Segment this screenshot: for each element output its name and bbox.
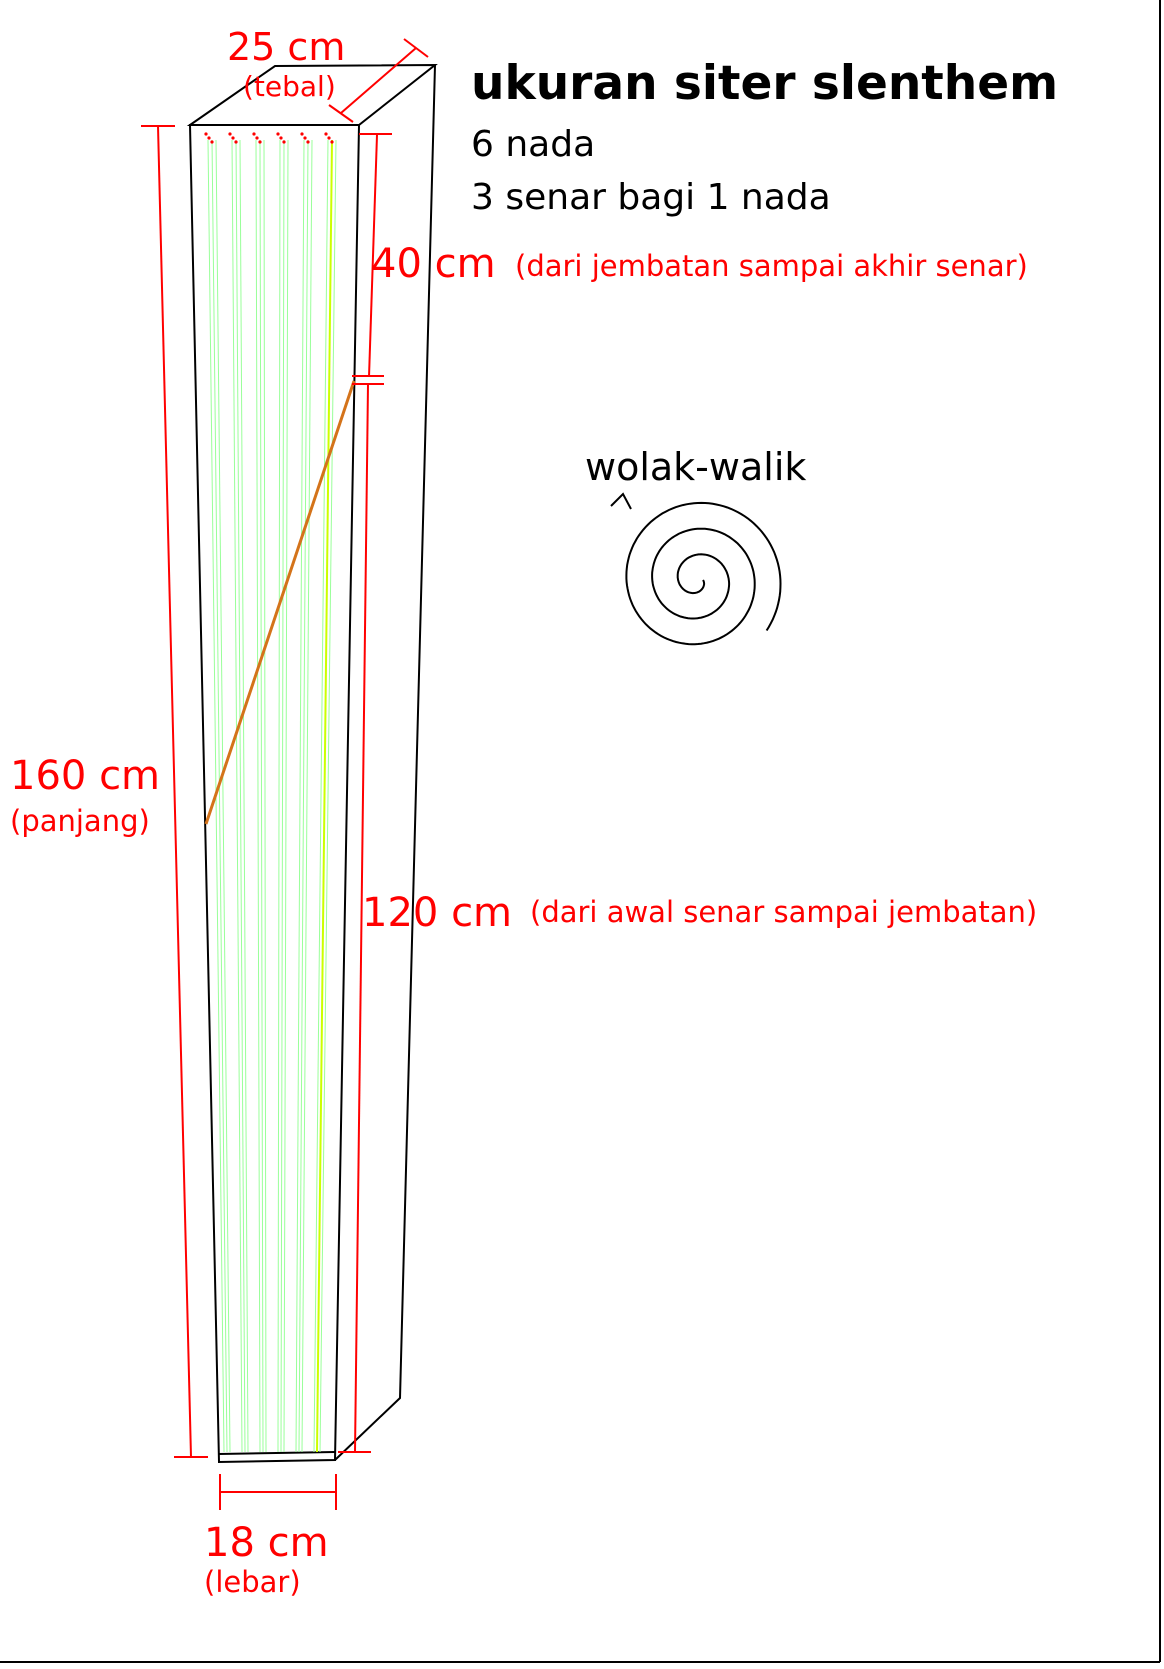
start-to-bridge-dimension-line — [354, 383, 369, 1453]
string — [215, 139, 231, 1453]
string — [211, 139, 228, 1453]
strings-per-note: 3 senar bagi 1 nada — [471, 177, 831, 218]
tuning-pin — [330, 140, 334, 144]
instrument-box — [186, 63, 438, 1464]
tuning-pin — [231, 136, 235, 140]
strings — [207, 139, 337, 1453]
spiral-arrow-icon — [625, 501, 782, 646]
tuning-pin — [306, 140, 310, 144]
tuning-pin — [279, 136, 283, 140]
string — [239, 139, 249, 1453]
tuning-pins — [204, 132, 334, 144]
tuning-pin — [276, 132, 280, 136]
length-label: (panjang) — [10, 804, 150, 838]
string — [263, 139, 267, 1453]
tuning-pin — [228, 132, 232, 136]
spiral-label: wolak-walik — [585, 445, 806, 489]
tuning-pin — [204, 132, 208, 136]
length-value: 160 cm — [10, 753, 160, 799]
string — [283, 139, 289, 1453]
string — [316, 139, 333, 1453]
string — [280, 139, 285, 1453]
start-to-bridge-label: (dari awal senar sampai jembatan) — [530, 895, 1037, 929]
tuning-pin — [303, 136, 307, 140]
bridge-to-end-value: 40 cm — [371, 241, 496, 287]
tuning-pin — [252, 132, 256, 136]
length-dimension-line — [157, 125, 192, 1458]
tuning-pin — [327, 136, 331, 140]
box-bottom-inner-edge — [218, 1451, 336, 1455]
page-title: ukuran siter slenthem — [471, 56, 1058, 111]
tuning-pin — [234, 140, 238, 144]
tuning-pin — [255, 136, 259, 140]
thickness-value: 25 cm — [227, 25, 345, 69]
tuning-pin — [300, 132, 304, 136]
bridge-to-end-dimension-line — [368, 134, 378, 378]
string — [298, 139, 309, 1453]
tuning-pin — [258, 140, 262, 144]
tuning-pin — [282, 140, 286, 144]
spiral-arrowhead-icon — [610, 492, 632, 510]
string — [313, 139, 329, 1453]
string — [319, 139, 337, 1453]
string — [277, 139, 281, 1453]
notes-count: 6 nada — [471, 124, 595, 165]
start-to-bridge-value: 120 cm — [362, 890, 512, 936]
tuning-pin — [324, 132, 328, 136]
box-side-edge — [334, 64, 436, 1461]
bridge — [204, 380, 356, 825]
string — [259, 139, 264, 1453]
string — [235, 139, 246, 1453]
string — [295, 139, 305, 1453]
thickness-label: (tebal) — [243, 70, 336, 103]
width-label: (lebar) — [204, 1565, 301, 1599]
thickness-dimension-line — [340, 47, 417, 114]
width-value: 18 cm — [204, 1520, 329, 1566]
dimension-lines — [141, 38, 429, 1510]
string — [231, 139, 243, 1453]
string — [301, 139, 313, 1453]
string — [255, 139, 261, 1453]
tuning-pin — [207, 136, 211, 140]
tuning-pin — [210, 140, 214, 144]
bridge-to-end-label: (dari jembatan sampai akhir senar) — [515, 249, 1028, 283]
